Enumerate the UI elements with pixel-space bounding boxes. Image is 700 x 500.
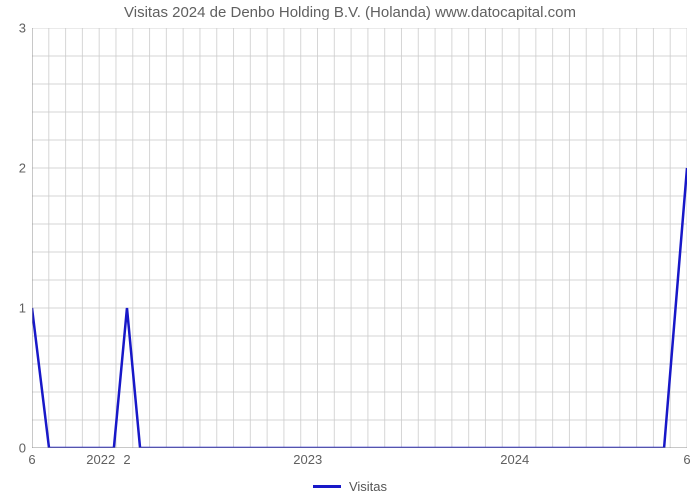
data-point-label: 6 xyxy=(28,452,35,467)
x-tick-label: 2023 xyxy=(293,452,322,467)
legend-swatch xyxy=(313,485,341,488)
x-tick-label: 2022 xyxy=(86,452,115,467)
y-tick-label: 3 xyxy=(19,21,26,36)
legend-label: Visitas xyxy=(349,479,387,494)
y-tick-label: 2 xyxy=(19,161,26,176)
chart-plot-area: 0123202220232024626 xyxy=(32,28,687,448)
x-tick-label: 2024 xyxy=(500,452,529,467)
data-point-label: 6 xyxy=(683,452,690,467)
data-point-label: 2 xyxy=(123,452,130,467)
chart-legend: Visitas xyxy=(0,475,700,494)
y-tick-label: 1 xyxy=(19,301,26,316)
y-tick-label: 0 xyxy=(19,441,26,456)
chart-svg xyxy=(32,28,687,448)
chart-title: Visitas 2024 de Denbo Holding B.V. (Hola… xyxy=(0,4,700,21)
